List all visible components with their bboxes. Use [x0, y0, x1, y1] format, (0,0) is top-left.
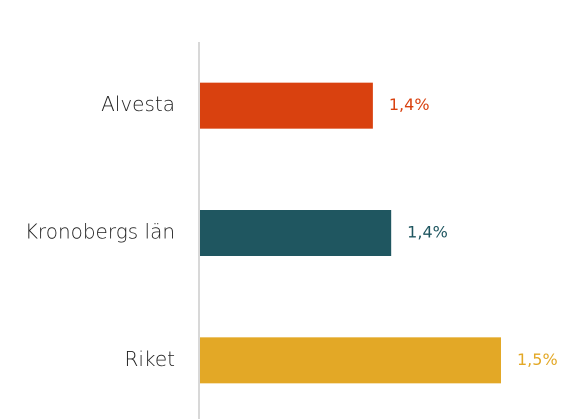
- bar: [200, 210, 392, 256]
- category-label: Kronobergs län: [25, 220, 175, 244]
- value-label: 1,4%: [407, 223, 448, 242]
- category-label: Alvesta: [101, 92, 175, 116]
- value-label: 1,4%: [389, 95, 430, 114]
- category-label: Riket: [125, 347, 175, 371]
- bar: [200, 82, 373, 129]
- value-label: 1,5%: [517, 350, 558, 369]
- bar: [200, 337, 501, 384]
